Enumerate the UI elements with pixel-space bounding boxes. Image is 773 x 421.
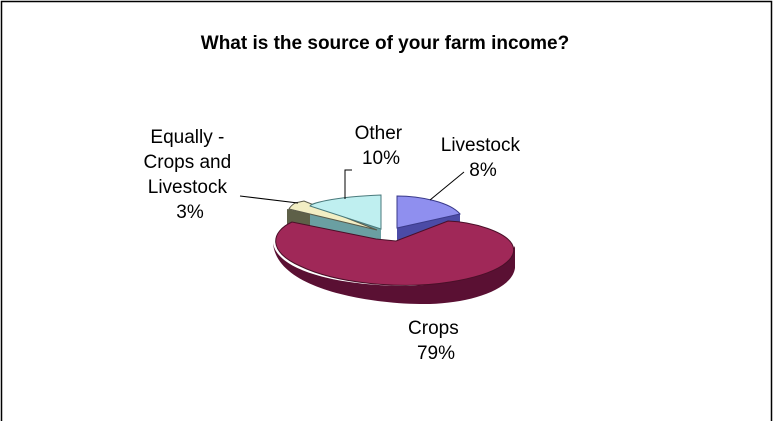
label-livestock-value: 8% <box>469 160 497 181</box>
label-equally-value: 3% <box>176 202 204 223</box>
label-equally: Equally - Crops and Livestock 3% <box>144 127 237 223</box>
label-livestock-name: Livestock <box>441 135 521 156</box>
label-crops-name: Crops <box>408 318 459 339</box>
leader-line-equally <box>239 195 299 204</box>
label-other: Other 10% <box>355 123 408 169</box>
chart-title: What is the source of your farm income? <box>201 33 569 54</box>
label-equally-line2: Crops and <box>144 152 232 173</box>
slice-livestock <box>396 195 461 229</box>
leader-line-other <box>344 169 352 199</box>
slice-crops <box>275 220 515 286</box>
slice-other <box>309 194 382 230</box>
label-equally-line1: Equally - <box>150 127 224 148</box>
label-other-value: 10% <box>362 148 400 169</box>
label-crops: Crops 79% <box>408 318 464 364</box>
label-crops-value: 79% <box>417 343 455 364</box>
slice-depth-livestock <box>397 214 460 240</box>
slice-labels: Livestock 8% Crops 79% Equally - Crops a… <box>144 123 525 364</box>
label-other-name: Other <box>355 123 403 144</box>
label-equally-line3: Livestock <box>148 177 228 198</box>
leader-line-livestock <box>429 171 465 201</box>
label-livestock: Livestock 8% <box>441 135 525 181</box>
pie-slices <box>275 194 515 286</box>
leader-lines <box>239 169 465 204</box>
slice-depth-crops <box>273 242 515 305</box>
